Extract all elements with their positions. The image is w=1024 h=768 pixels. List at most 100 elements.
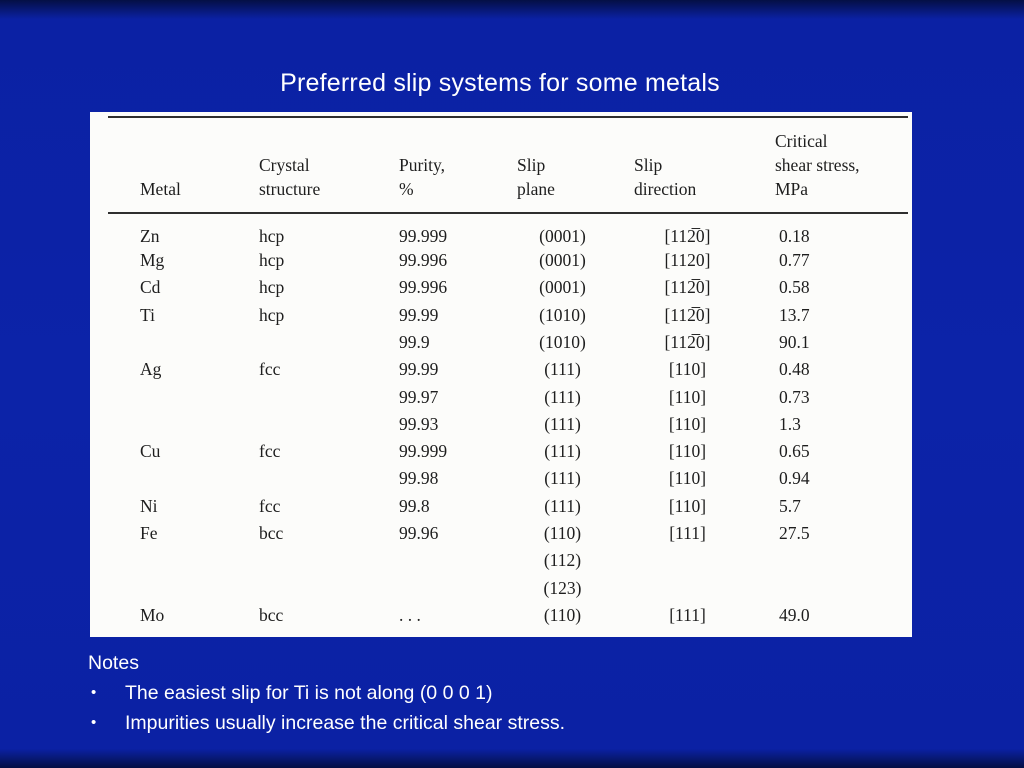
cell-slip-direction: [112̅0] (664, 277, 711, 298)
col-header-crystal-structure: Crystal structure (245, 117, 385, 214)
cell-crystal-structure (245, 547, 385, 574)
cell-slip-plane: (0001) (539, 277, 586, 298)
cell-slip-plane: (110) (543, 523, 582, 544)
cell-purity: 99.93 (399, 413, 439, 434)
cell-critical-shear-stress: 5.7 (779, 495, 801, 516)
cell-crystal-structure: fcc (259, 359, 281, 380)
cell-purity: 99.99 (399, 359, 439, 380)
cell-purity: 99.8 (399, 495, 430, 516)
cell-crystal-structure: hcp (259, 225, 285, 246)
table-row: 99.98 (111) [110] 0.94 (108, 465, 908, 492)
table-row: Cd hcp 99.996 (0001) [112̅0] 0.58 (108, 274, 908, 301)
cell-purity: 99.9 (399, 331, 430, 352)
cell-slip-plane: (111) (544, 359, 581, 380)
cell-metal (108, 411, 245, 438)
cell-metal: Mo (140, 604, 165, 625)
cell-slip-direction: [111] (669, 604, 706, 625)
table-row: 99.93 (111) [110] 1.3 (108, 411, 908, 438)
cell-metal: Ti (140, 304, 155, 325)
cell-metal (108, 547, 245, 574)
table-row: Mo bcc . . . (110) [111] 49.0 (108, 602, 908, 629)
table-row: Ti hcp 99.99 (1010) [112̅0] 13.7 (108, 302, 908, 329)
cell-critical-shear-stress: 0.48 (779, 359, 810, 380)
cell-metal: Ag (140, 359, 162, 380)
table-row: Ag fcc 99.99 (111) [110] 0.48 (108, 356, 908, 383)
cell-metal: Mg (140, 250, 165, 271)
cell-purity: 99.999 (399, 441, 448, 462)
table-header-row: Metal Crystal structure Purity, % Slip p… (108, 117, 908, 214)
cell-crystal-structure: fcc (259, 495, 281, 516)
cell-critical-shear-stress: 49.0 (779, 604, 810, 625)
cell-slip-plane: (0001) (539, 225, 586, 246)
slide-title: Preferred slip systems for some metals (280, 69, 720, 97)
cell-critical-shear-stress (755, 574, 908, 601)
cell-slip-direction: [112̅0] (664, 331, 711, 352)
col-header-slip-direction: Slip direction (620, 117, 755, 214)
cell-purity: 99.98 (399, 468, 439, 489)
notes-heading: Notes (88, 652, 139, 674)
cell-crystal-structure: hcp (259, 304, 285, 325)
cell-slip-direction: [111] (669, 523, 706, 544)
cell-slip-direction (620, 547, 755, 574)
cell-crystal-structure: bcc (259, 523, 284, 544)
cell-metal: Fe (140, 523, 158, 544)
cell-purity: 99.996 (399, 277, 448, 298)
cell-critical-shear-stress: 27.5 (779, 523, 810, 544)
table-row: Ni fcc 99.8 (111) [110] 5.7 (108, 493, 908, 520)
cell-critical-shear-stress: 0.77 (779, 250, 810, 271)
cell-critical-shear-stress: 0.73 (779, 386, 810, 407)
table-row: (123) (108, 574, 908, 601)
cell-slip-plane: (112) (543, 550, 582, 571)
cell-slip-direction: [110] (668, 441, 707, 462)
cell-crystal-structure: hcp (259, 277, 285, 298)
cell-critical-shear-stress (755, 547, 908, 574)
cell-slip-plane: (1010) (539, 331, 586, 352)
cell-critical-shear-stress: 0.94 (779, 468, 810, 489)
bullet-icon: • (91, 714, 97, 731)
cell-metal (108, 383, 245, 410)
cell-slip-direction: [112̅0] (664, 304, 711, 325)
col-header-metal: Metal (108, 117, 245, 214)
cell-slip-plane: (111) (544, 468, 581, 489)
note-text: Impurities usually increase the critical… (125, 712, 565, 734)
cell-slip-plane: (110) (543, 604, 582, 625)
bullet-icon: • (91, 684, 97, 701)
table-row: Cu fcc 99.999 (111) [110] 0.65 (108, 438, 908, 465)
cell-crystal-structure (245, 574, 385, 601)
table-header: Metal Crystal structure Purity, % Slip p… (108, 117, 908, 214)
cell-crystal-structure (245, 383, 385, 410)
cell-slip-direction: [110] (668, 359, 707, 380)
cell-slip-plane: (0001) (539, 250, 586, 271)
cell-purity: 99.97 (399, 386, 439, 407)
table-row: 99.9 (1010) [112̅0] 90.1 (108, 329, 908, 356)
cell-purity: 99.999 (399, 225, 448, 246)
cell-critical-shear-stress: 90.1 (779, 331, 810, 352)
cell-slip-direction: [110] (668, 495, 707, 516)
cell-metal: Zn (140, 225, 160, 246)
cell-slip-direction: [112̅0] (664, 225, 711, 246)
cell-critical-shear-stress: 1.3 (779, 413, 801, 434)
cell-crystal-structure: hcp (259, 250, 285, 271)
cell-crystal-structure: fcc (259, 441, 281, 462)
cell-slip-plane: (111) (544, 413, 581, 434)
cell-purity (385, 574, 505, 601)
cell-metal (108, 465, 245, 492)
col-header-critical-shear-stress: Critical shear stress, MPa (755, 117, 908, 214)
cell-critical-shear-stress: 0.18 (779, 225, 810, 246)
cell-slip-plane: (1010) (539, 304, 586, 325)
cell-slip-plane: (111) (544, 441, 581, 462)
col-header-purity: Purity, % (385, 117, 505, 214)
col-header-slip-plane: Slip plane (505, 117, 620, 214)
cell-slip-direction: [110] (668, 468, 707, 489)
table-row: Zn hcp 99.999 (0001) [112̅0] 0.18 (108, 213, 908, 247)
cell-slip-direction: [110] (668, 386, 707, 407)
table-row: Fe bcc 99.96 (110) [111] 27.5 (108, 520, 908, 547)
cell-purity: . . . (399, 604, 421, 625)
cell-critical-shear-stress: 13.7 (779, 304, 810, 325)
cell-slip-plane: (111) (544, 495, 581, 516)
notes-section: Notes • The easiest slip for Ti is not a… (88, 648, 565, 738)
cell-metal: Cd (140, 277, 161, 298)
cell-critical-shear-stress: 0.65 (779, 441, 810, 462)
notes-list: • The easiest slip for Ti is not along (… (88, 678, 565, 738)
table-figure: Metal Crystal structure Purity, % Slip p… (90, 112, 912, 637)
